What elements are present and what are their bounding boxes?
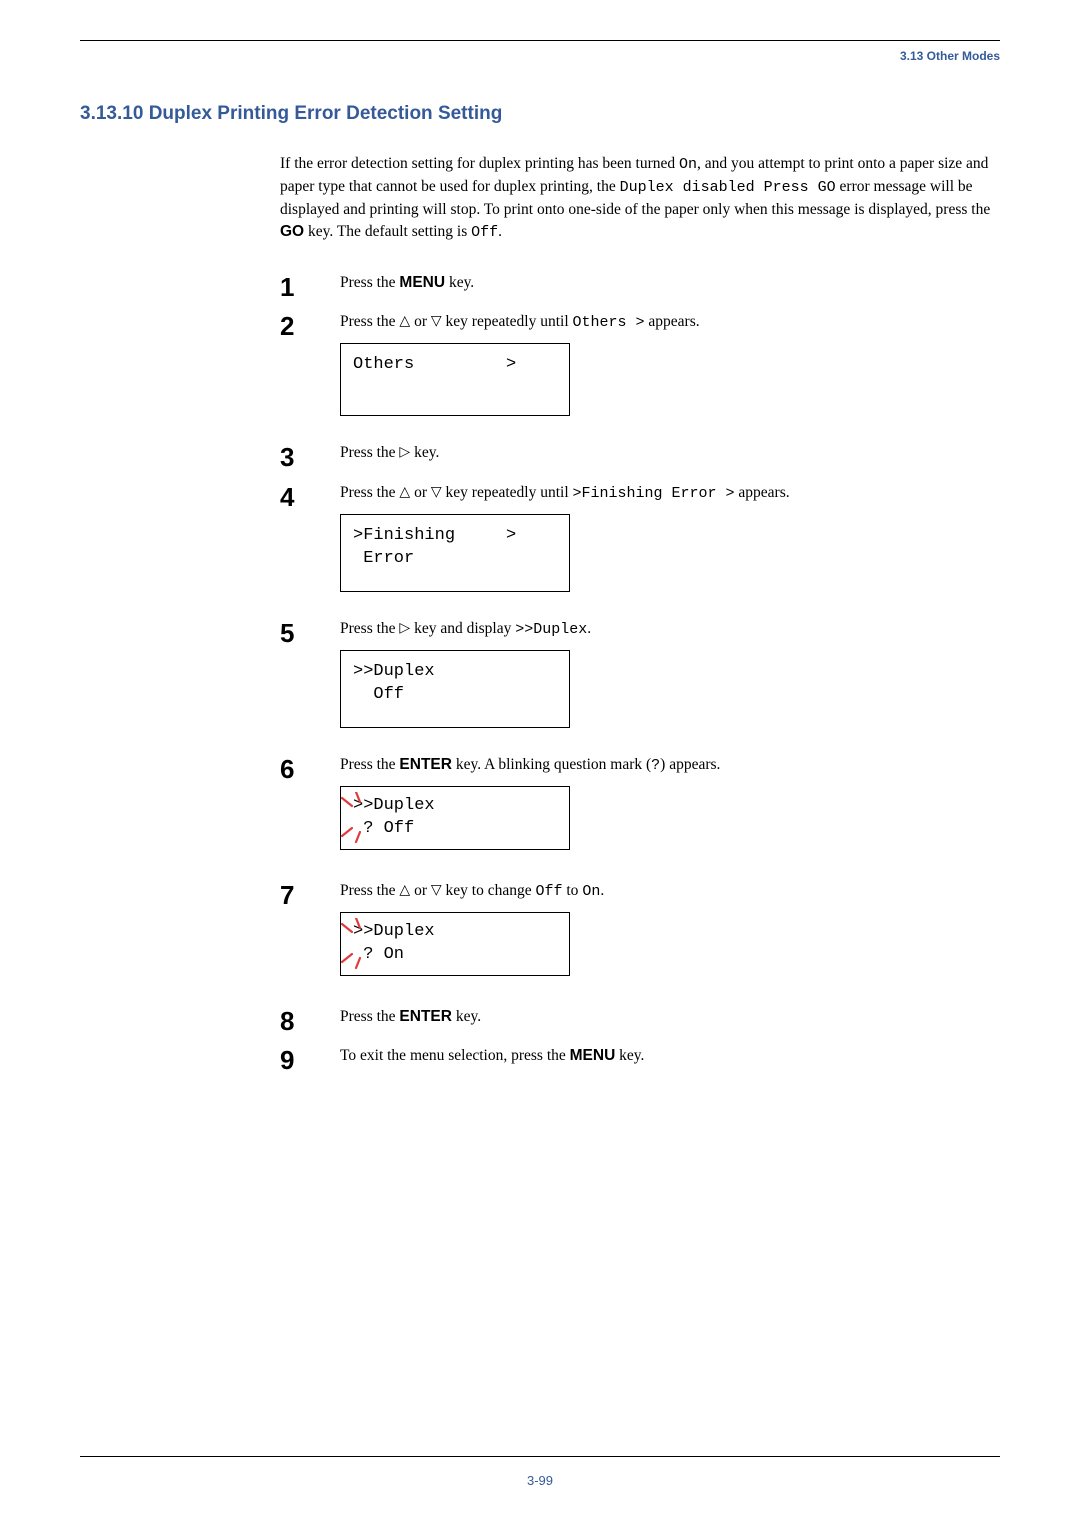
step-row: 5 Press the ▷ key and display >>Duplex. … <box>280 618 1000 746</box>
lcd-display: >>Duplex Off <box>340 650 570 728</box>
step-text: or <box>410 313 431 330</box>
heading-number: 3.13.10 <box>80 103 143 124</box>
step-body: Press the △ or ▽ key repeatedly until >F… <box>340 482 1000 610</box>
step-number: 7 <box>280 880 340 998</box>
lcd-wrapper: >>Duplex ? Off <box>340 786 570 850</box>
step-body: Press the ▷ key. <box>340 442 1000 474</box>
step-text: Press the <box>340 756 399 773</box>
running-header: 3.13 Other Modes <box>80 49 1000 63</box>
step-row: 9 To exit the menu selection, press the … <box>280 1045 1000 1077</box>
down-triangle-icon: ▽ <box>431 483 442 503</box>
header-rule <box>80 40 1000 41</box>
right-triangle-icon: ▷ <box>399 619 410 639</box>
heading-title: Duplex Printing Error Detection Setting <box>149 103 503 124</box>
intro-paragraph: If the error detection setting for duple… <box>280 153 1000 244</box>
step-number: 9 <box>280 1045 340 1077</box>
lcd-display: >Finishing > Error <box>340 514 570 592</box>
step-text: Press the <box>340 274 399 291</box>
step-key: ENTER <box>399 756 452 773</box>
step-body: Press the MENU key. <box>340 272 1000 304</box>
intro-code: On <box>679 156 697 173</box>
step-number: 5 <box>280 618 340 746</box>
step-row: 6 Press the ENTER key. A blinking questi… <box>280 754 1000 872</box>
intro-text: key. The default setting is <box>304 223 471 240</box>
step-text: . <box>600 882 604 899</box>
step-number: 3 <box>280 442 340 474</box>
step-body: To exit the menu selection, press the ME… <box>340 1045 1000 1077</box>
intro-text: If the error detection setting for duple… <box>280 155 679 172</box>
up-triangle-icon: △ <box>399 483 410 503</box>
step-text: key repeatedly until <box>442 484 573 501</box>
step-text: key repeatedly until <box>442 313 573 330</box>
intro-code: Off <box>471 224 498 241</box>
step-number: 4 <box>280 482 340 610</box>
step-code: >Finishing Error > <box>573 485 735 502</box>
lcd-wrapper: >>Duplex ? On <box>340 912 570 976</box>
up-triangle-icon: △ <box>399 312 410 332</box>
step-text: or <box>410 882 431 899</box>
step-row: 2 Press the △ or ▽ key repeatedly until … <box>280 311 1000 434</box>
step-body: Press the △ or ▽ key repeatedly until Ot… <box>340 311 1000 434</box>
intro-text: . <box>498 223 502 240</box>
step-row: 8 Press the ENTER key. <box>280 1006 1000 1038</box>
step-text: key. <box>445 274 474 291</box>
step-key: ENTER <box>399 1008 452 1025</box>
step-code: On <box>582 883 600 900</box>
blink-indicator-icon <box>332 918 382 974</box>
step-body: Press the ENTER key. <box>340 1006 1000 1038</box>
step-text: ) appears. <box>660 756 720 773</box>
step-number: 1 <box>280 272 340 304</box>
step-body: Press the ▷ key and display >>Duplex. >>… <box>340 618 1000 746</box>
step-number: 6 <box>280 754 340 872</box>
step-body: Press the ENTER key. A blinking question… <box>340 754 1000 872</box>
step-body: Press the △ or ▽ key to change Off to On… <box>340 880 1000 998</box>
blink-indicator-icon <box>332 792 382 848</box>
step-code: Off <box>535 883 562 900</box>
step-text: Press the <box>340 620 399 637</box>
step-code: Others > <box>573 314 645 331</box>
step-text: key. <box>452 1008 481 1025</box>
step-text: key to change <box>442 882 536 899</box>
step-text: Press the <box>340 1008 399 1025</box>
down-triangle-icon: ▽ <box>431 881 442 901</box>
down-triangle-icon: ▽ <box>431 312 442 332</box>
right-triangle-icon: ▷ <box>399 443 410 463</box>
step-text: Press the <box>340 484 399 501</box>
step-text: key and display <box>410 620 515 637</box>
up-triangle-icon: △ <box>399 881 410 901</box>
step-row: 4 Press the △ or ▽ key repeatedly until … <box>280 482 1000 610</box>
step-text: . <box>587 620 591 637</box>
step-text: appears. <box>735 484 790 501</box>
step-text: key. <box>615 1047 644 1064</box>
section-heading: 3.13.10 Duplex Printing Error Detection … <box>80 103 1000 125</box>
step-text: or <box>410 484 431 501</box>
step-code: >>Duplex <box>515 621 587 638</box>
step-text: Press the <box>340 882 399 899</box>
footer-rule <box>80 1456 1000 1457</box>
step-row: 7 Press the △ or ▽ key to change Off to … <box>280 880 1000 998</box>
step-key: MENU <box>399 274 445 291</box>
step-text: appears. <box>645 313 700 330</box>
step-text: key. <box>410 444 439 461</box>
page-number: 3-99 <box>80 1473 1000 1488</box>
lcd-display: Others > <box>340 343 570 416</box>
step-number: 8 <box>280 1006 340 1038</box>
step-text: To exit the menu selection, press the <box>340 1047 570 1064</box>
step-code: ? <box>651 757 660 774</box>
step-text: key. A blinking question mark ( <box>452 756 651 773</box>
step-text: Press the <box>340 313 399 330</box>
step-text: to <box>563 882 583 899</box>
step-key: MENU <box>570 1047 616 1064</box>
step-row: 3 Press the ▷ key. <box>280 442 1000 474</box>
intro-code: Duplex disabled Press GO <box>620 179 836 196</box>
intro-key: GO <box>280 223 304 240</box>
page-footer: 3-99 <box>80 1456 1000 1488</box>
step-number: 2 <box>280 311 340 434</box>
step-text: Press the <box>340 444 399 461</box>
step-row: 1 Press the MENU key. <box>280 272 1000 304</box>
